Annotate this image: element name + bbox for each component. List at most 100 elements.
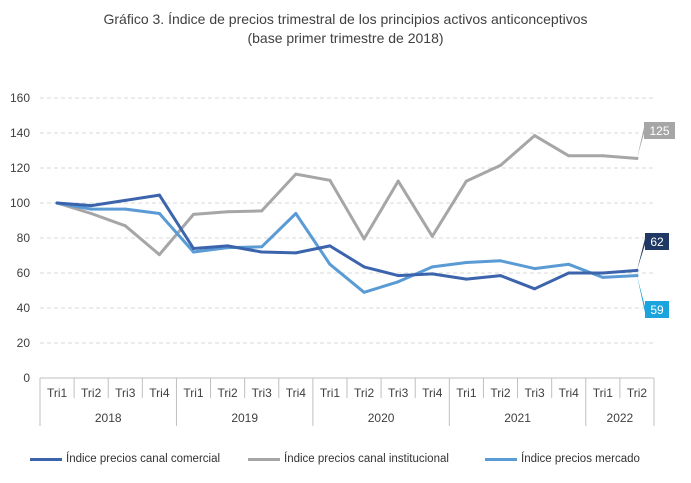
year-label: 2019 <box>231 411 258 425</box>
data-point <box>499 259 502 263</box>
legend-label-comercial: Índice precios canal comercial <box>66 453 221 465</box>
data-point <box>533 134 537 138</box>
data-point <box>567 154 571 158</box>
data-point <box>226 244 230 248</box>
callout-label: 62 <box>650 235 664 249</box>
y-tick-label: 60 <box>17 266 31 280</box>
data-point <box>567 271 571 275</box>
callout-box <box>644 122 675 139</box>
chart-subtitle: (base primer trimestre de 2018) <box>247 30 444 46</box>
year-label: 2022 <box>607 411 634 425</box>
data-point <box>260 250 264 254</box>
y-tick-label: 80 <box>17 231 31 245</box>
x-tick-label: Tri3 <box>524 386 545 400</box>
legend-label-institucional: Índice precios canal institucional <box>284 453 449 465</box>
x-tick-label: Tri1 <box>456 386 477 400</box>
data-point <box>260 245 264 249</box>
data-point <box>294 172 298 176</box>
legend-swatch-institucional <box>248 457 280 461</box>
data-point <box>396 274 400 278</box>
y-tick-label: 100 <box>10 196 30 210</box>
data-point <box>294 251 298 255</box>
data-point <box>157 253 161 257</box>
x-tick-label: Tri1 <box>593 386 614 400</box>
chart-legend: Índice precios canal comercial Índice pr… <box>0 448 691 470</box>
y-tick-label: 40 <box>17 301 31 315</box>
legend-item-mercado: Índice precios mercado <box>485 448 640 470</box>
chart-title: Gráfico 3. Índice de precios trimestral … <box>103 11 588 27</box>
data-point <box>464 277 468 281</box>
legend-item-institucional: Índice precios canal institucional <box>248 448 449 470</box>
data-point <box>567 262 571 266</box>
data-point <box>430 234 434 238</box>
data-point <box>157 193 161 197</box>
data-point <box>294 212 298 215</box>
x-tick-label: Tri4 <box>422 386 443 400</box>
data-point <box>192 247 195 250</box>
x-tick-label: Tri2 <box>627 386 648 400</box>
data-point <box>89 204 93 208</box>
x-tick-label: Tri4 <box>149 386 170 400</box>
data-point <box>328 178 332 182</box>
data-point <box>533 267 537 271</box>
x-tick-label: Tri1 <box>183 386 204 400</box>
data-point <box>362 265 366 269</box>
data-point <box>123 207 127 211</box>
data-point <box>601 275 605 279</box>
x-tick-label: Tri1 <box>320 386 341 400</box>
data-point <box>430 265 434 269</box>
data-point <box>362 290 366 294</box>
callout-pointer <box>636 275 645 313</box>
series-line <box>55 193 639 291</box>
callout-label: 125 <box>649 124 669 138</box>
year-label: 2021 <box>504 411 531 425</box>
data-point <box>328 262 332 266</box>
data-point <box>362 237 366 241</box>
data-point <box>123 224 127 228</box>
callout-pointer <box>636 238 645 271</box>
data-point <box>260 209 264 213</box>
y-tick-label: 120 <box>10 161 30 175</box>
callout-box <box>645 233 669 250</box>
legend-item-comercial: Índice precios canal comercial <box>30 448 220 470</box>
data-point <box>464 179 468 183</box>
data-point <box>123 198 127 202</box>
data-point <box>89 212 93 215</box>
data-point <box>601 271 605 275</box>
data-point <box>499 274 502 278</box>
data-point <box>55 201 59 205</box>
x-tick-label: Tri2 <box>490 386 511 400</box>
data-point <box>328 244 332 248</box>
x-tick-label: Tri2 <box>81 386 102 400</box>
x-tick-label: Tri3 <box>115 386 136 400</box>
y-tick-label: 20 <box>17 336 31 350</box>
data-point <box>89 207 93 211</box>
data-point <box>226 210 230 214</box>
y-tick-label: 160 <box>10 91 30 105</box>
callout-box <box>645 301 669 318</box>
callout-pointer <box>636 127 644 159</box>
series-line <box>55 134 639 257</box>
data-point <box>533 287 537 291</box>
data-point <box>396 280 400 284</box>
callout-label: 59 <box>650 303 664 317</box>
x-tick-label: Tri3 <box>252 386 273 400</box>
year-label: 2018 <box>95 411 122 425</box>
x-tick-label: Tri3 <box>388 386 409 400</box>
legend-swatch-comercial <box>30 457 62 461</box>
legend-swatch-mercado <box>485 457 517 461</box>
x-tick-label: Tri4 <box>286 386 307 400</box>
y-tick-label: 140 <box>10 126 30 140</box>
data-point <box>192 250 195 254</box>
data-point <box>157 212 161 215</box>
line-chart: 0 20 40 60 80 100 120 140 160 Tri1 Tri2 Tri3 Tri4 Tri… <box>10 91 675 426</box>
data-point <box>430 272 434 276</box>
data-point <box>499 163 502 167</box>
y-tick-label: 0 <box>23 371 30 385</box>
data-point <box>601 154 605 158</box>
data-point <box>192 212 195 216</box>
legend-label-mercado: Índice precios mercado <box>521 453 640 465</box>
x-tick-label: Tri2 <box>217 386 238 400</box>
x-tick-label: Tri2 <box>354 386 375 400</box>
year-label: 2020 <box>368 411 395 425</box>
